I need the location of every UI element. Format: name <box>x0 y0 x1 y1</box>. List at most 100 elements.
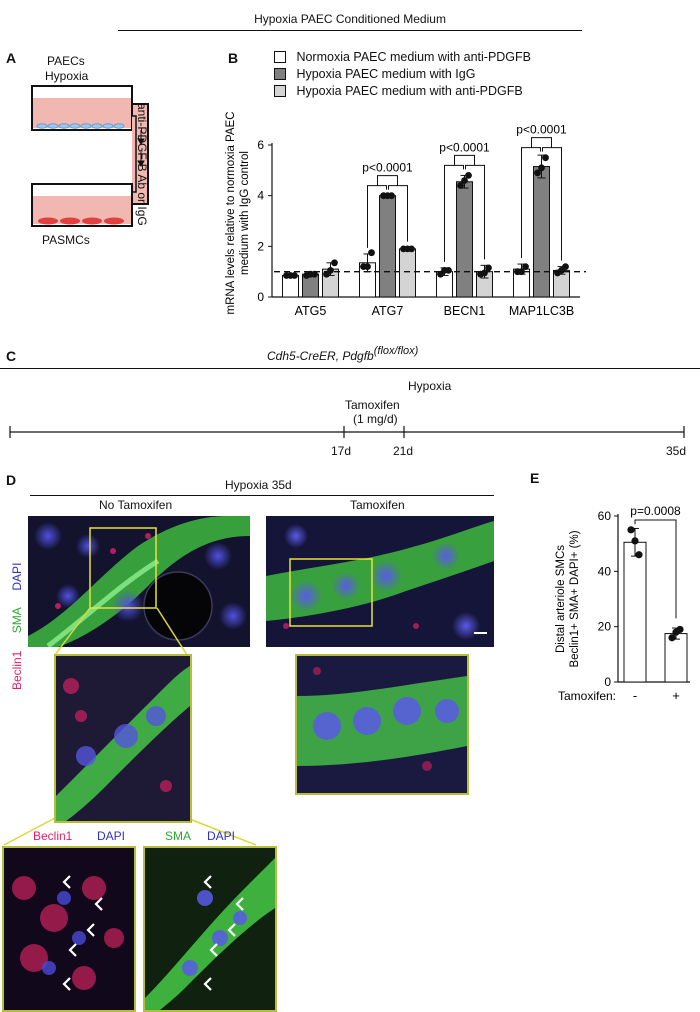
y-axis-label-line-1: mRNA levels relative to normoxia PAEC <box>225 111 237 314</box>
panel-a-top-label-1: PAECs <box>47 54 85 68</box>
y-tick-label: 20 <box>598 620 612 634</box>
legend-swatch-dark <box>274 67 286 80</box>
y-axis-label: mRNA levels relative to normoxia PAEC med… <box>225 111 251 314</box>
panel-c-title: Cdh5-CreER, Pdgfb(flox/flox) <box>267 345 418 363</box>
x-tick-label: BECN1 <box>444 304 486 318</box>
panel-d-rule <box>30 495 494 496</box>
legend-item-normoxia: Normoxia PAEC medium with anti-PDGFB <box>274 48 531 65</box>
legend-label-hypoxia-igg: Hypoxia PAEC medium with IgG <box>296 66 476 81</box>
y-axis-label-line-2: Beclin1+ SMA+ DAPI+ (%) <box>569 530 581 667</box>
channel-label-dapi: DAPI <box>10 562 24 591</box>
legend-item-hypoxia-anti: Hypoxia PAEC medium with anti-PDGFB <box>274 82 531 99</box>
inset-tamoxifen-zoom <box>295 654 469 795</box>
panel-a-top-label-2: Hypoxia <box>45 69 89 83</box>
data-point <box>461 177 468 184</box>
header-rule <box>118 30 582 31</box>
panel-c-rule <box>0 368 700 369</box>
x-axis-label: Tamoxifen: <box>558 689 616 703</box>
timeline-hypoxia-label: Hypoxia <box>408 379 452 393</box>
y-axis-label-line-2: medium with IgG control <box>239 151 251 275</box>
legend-swatch-white <box>274 50 286 63</box>
y-tick-label: 2 <box>257 239 264 253</box>
panel-b-letter: B <box>228 50 239 66</box>
panel-c-letter: C <box>6 348 17 364</box>
panel-a-side-label: anti-PDGF-B Ab or IgG <box>135 103 149 226</box>
panel-c-title-main: Cdh5-CreER, Pdgfb <box>267 349 374 363</box>
y-tick-label: 0 <box>257 290 264 304</box>
timeline-day-35: 35d <box>666 444 687 458</box>
x-tick-label: MAP1LC3B <box>509 304 574 318</box>
inset-sma-dapi-art <box>145 848 275 1010</box>
significance-bracket <box>454 154 475 166</box>
bar <box>379 195 396 298</box>
timeline-day-21: 21d <box>393 444 414 458</box>
data-point <box>331 259 338 267</box>
micrograph-tamoxifen <box>266 516 494 647</box>
timeline-dose-label: (1 mg/d) <box>353 412 398 426</box>
legend-label-normoxia: Normoxia PAEC medium with anti-PDGFB <box>296 49 532 64</box>
panel-e-letter: E <box>530 470 540 486</box>
inset1-dapi-label: DAPI <box>97 829 126 843</box>
data-point <box>538 164 545 172</box>
timeline <box>9 426 685 438</box>
panel-d-col1-label: No Tamoxifen <box>99 498 173 512</box>
bar <box>456 181 473 298</box>
legend-item-hypoxia-igg: Hypoxia PAEC medium with IgG <box>274 65 531 82</box>
significance-bracket <box>634 519 677 619</box>
panel-b-legend: Normoxia PAEC medium with anti-PDGFB Hyp… <box>274 48 531 99</box>
x-tick-label: ATG5 <box>295 304 327 318</box>
mrna-bar-chart: 0 2 4 6 mRNA levels relative to normoxia PAE… <box>225 111 586 318</box>
inset1-beclin-label: Beclin1 <box>33 829 73 843</box>
inset2-sma-label: SMA <box>165 829 192 843</box>
panel-d-title: Hypoxia 35d <box>225 478 292 492</box>
x-tick-label: - <box>633 688 637 703</box>
inset2-dapi-label: DAPI <box>207 829 236 843</box>
figure-header-title: Hypoxia PAEC Conditioned Medium <box>254 12 446 26</box>
data-point <box>368 249 375 257</box>
data-point <box>562 263 569 270</box>
data-point <box>291 272 298 279</box>
y-tick-label: 6 <box>257 138 264 152</box>
data-point <box>364 263 371 270</box>
data-point <box>465 172 472 179</box>
data-point <box>445 267 452 274</box>
inset-sma-dapi <box>143 846 277 1012</box>
p-value-label: p<0.0001 <box>516 123 567 137</box>
significance-bracket <box>542 147 562 261</box>
inset-tamoxifen-art <box>297 656 467 793</box>
y-tick-label: 0 <box>604 675 611 689</box>
significance-bracket <box>367 185 387 248</box>
y-axis-label-line-1: Distal arteriole SMCs <box>555 545 567 653</box>
y-tick-label: 60 <box>598 509 612 523</box>
p-value-label: p=0.0008 <box>630 504 681 518</box>
data-point <box>631 537 639 545</box>
panel-d-letter: D <box>6 472 17 488</box>
data-point <box>635 551 643 559</box>
panel-d-col2-label: Tamoxifen <box>350 498 405 512</box>
significance-bracket <box>377 175 398 186</box>
panel-a-bottom-label: PASMCs <box>42 233 90 247</box>
legend-label-hypoxia-anti: Hypoxia PAEC medium with anti-PDGFB <box>296 83 523 98</box>
data-point <box>485 264 492 272</box>
p-value-label: p<0.0001 <box>362 161 413 175</box>
p-value-label: p<0.0001 <box>439 140 490 154</box>
panel-a-letter: A <box>6 50 17 66</box>
inset-beclin-dapi-art <box>4 848 134 1010</box>
scale-bar <box>474 632 487 634</box>
data-point <box>522 263 529 270</box>
conditioned-medium-schematic <box>31 85 149 227</box>
data-point <box>542 154 549 162</box>
panel-c-title-sup: (flox/flox) <box>373 345 419 357</box>
beclin-percent-chart: 0 20 40 60 Distal arteriole SMCs Beclin1+ SMA… <box>555 504 690 703</box>
significance-bracket <box>388 185 408 242</box>
x-tick-label: + <box>672 688 680 703</box>
zoom-connector-lines <box>3 607 257 846</box>
x-tick-label: ATG7 <box>372 304 404 318</box>
timeline-day-17: 17d <box>331 444 352 458</box>
bar <box>664 633 688 683</box>
data-point <box>627 526 635 534</box>
data-point <box>457 182 464 189</box>
data-point <box>676 625 684 634</box>
bar <box>533 166 550 298</box>
legend-swatch-light <box>274 84 286 97</box>
